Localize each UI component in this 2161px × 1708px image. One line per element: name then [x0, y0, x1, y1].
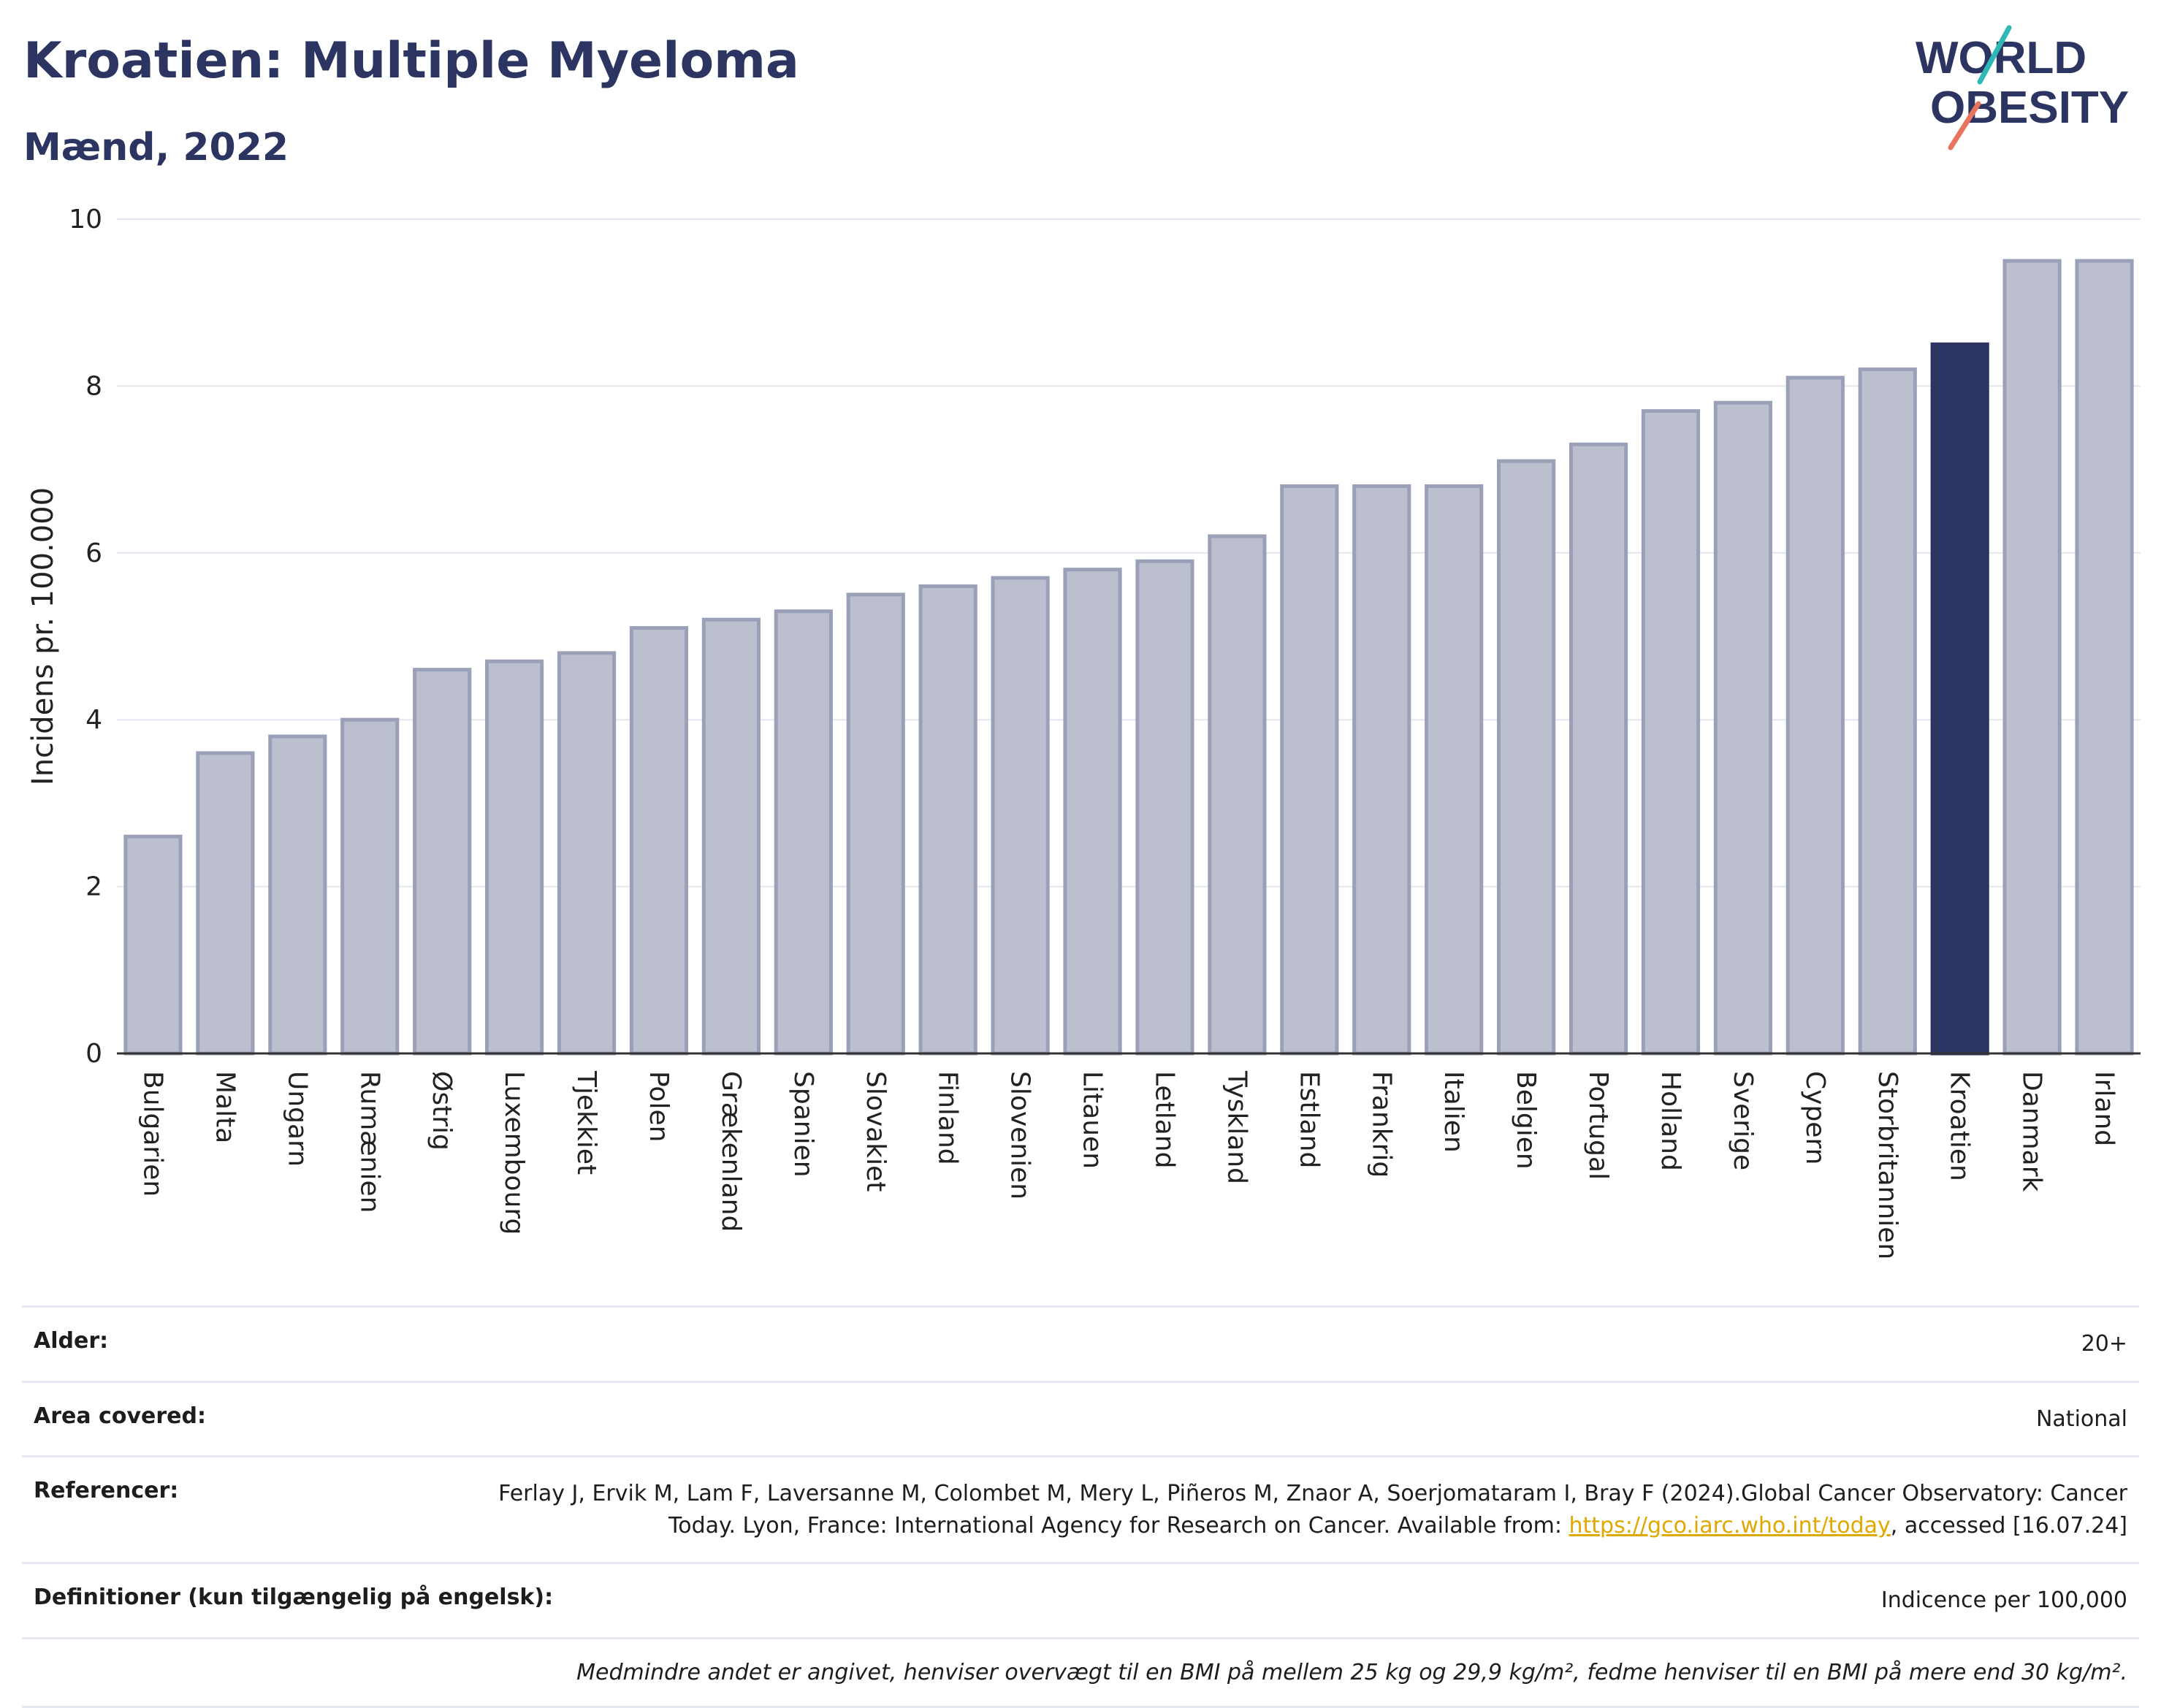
- y-tick-label: 0: [85, 1039, 102, 1069]
- y-axis-label: Incidens pr. 100.000: [26, 487, 60, 785]
- x-tick-label: Slovenien: [1005, 1071, 1035, 1200]
- meta-row-area: Area covered: National: [22, 1380, 2139, 1456]
- x-tick-label: Østrig: [427, 1071, 457, 1151]
- bar-luxembourg: [485, 659, 544, 1056]
- bar-tyskland: [1208, 534, 1267, 1056]
- chart-subtitle: Mænd, 2022: [23, 126, 289, 169]
- x-tick-label: Litauen: [1078, 1071, 1108, 1169]
- age-label: Alder:: [34, 1328, 109, 1354]
- x-tick-label: Portugal: [1583, 1071, 1613, 1180]
- bar-bulgarien: [123, 834, 183, 1056]
- bar-slovenien: [991, 576, 1050, 1056]
- area-label: Area covered:: [34, 1403, 206, 1429]
- bar-tjekkiet: [557, 651, 617, 1056]
- bar-grækenland: [701, 617, 761, 1056]
- definitions-label: Definitioner (kun tilgængelig på engelsk…: [34, 1585, 554, 1610]
- x-tick-label: Frankrig: [1366, 1071, 1396, 1178]
- bar-letland: [1135, 559, 1194, 1056]
- x-tick-label: Bulgarien: [137, 1071, 167, 1197]
- meta-row-note: Medmindre andet er angivet, henviser ove…: [22, 1636, 2139, 1708]
- meta-row-age: Alder: 20+: [22, 1305, 2139, 1381]
- x-tick-label: Finland: [933, 1071, 963, 1165]
- bar-italien: [1425, 484, 1484, 1056]
- bar-frankrig: [1352, 484, 1411, 1056]
- bar-storbritannien: [1858, 367, 1917, 1056]
- x-tick-label: Kroatien: [1945, 1071, 1975, 1181]
- bar-malta: [196, 751, 255, 1056]
- area-value: National: [2035, 1406, 2127, 1432]
- meta-row-references: Referencer: Ferlay J, Ervik M, Lam F, La…: [22, 1455, 2139, 1562]
- bar-irland: [2075, 259, 2134, 1056]
- references-link[interactable]: https://gco.iarc.who.int/today: [1569, 1512, 1891, 1539]
- x-tick-label: Irland: [2089, 1071, 2119, 1146]
- bar-polen: [629, 626, 689, 1056]
- definitions-value: Indicence per 100,000: [1880, 1587, 2127, 1613]
- x-tick-label: Luxembourg: [499, 1071, 529, 1235]
- x-tick-label: Cypern: [1800, 1071, 1830, 1164]
- bar-belgien: [1497, 459, 1556, 1056]
- bar-slovakiet: [846, 592, 905, 1056]
- x-tick-label: Belgien: [1511, 1071, 1541, 1170]
- references-label: Referencer:: [34, 1478, 179, 1503]
- references-text-2: , accessed [16.07.24]: [1890, 1512, 2127, 1539]
- x-tick-label: Holland: [1655, 1071, 1685, 1171]
- x-tick-label: Slovakiet: [861, 1071, 891, 1192]
- y-tick-label: 6: [85, 538, 102, 568]
- x-tick-label: Letland: [1149, 1071, 1179, 1168]
- bar-estland: [1280, 484, 1339, 1056]
- x-tick-label: Italien: [1438, 1071, 1468, 1153]
- x-tick-label: Danmark: [2017, 1071, 2047, 1192]
- x-tick-label: Malta: [210, 1071, 240, 1143]
- bar-spanien: [774, 609, 833, 1056]
- bar-holland: [1641, 409, 1701, 1056]
- x-tick-label: Estland: [1294, 1071, 1324, 1168]
- bar-østrig: [413, 668, 472, 1056]
- y-tick-label: 10: [69, 205, 102, 235]
- bar-finland: [918, 584, 977, 1056]
- x-tick-label: Spanien: [788, 1071, 818, 1178]
- references-value: Ferlay J, Ervik M, Lam F, Laversanne M, …: [447, 1478, 2127, 1541]
- bar-sverige: [1713, 400, 1772, 1056]
- bar-cypern: [1785, 375, 1845, 1056]
- chart-title: Kroatien: Multiple Myeloma: [23, 32, 799, 90]
- x-tick-label: Tjekkiet: [571, 1070, 601, 1175]
- bar-danmark: [2002, 259, 2062, 1056]
- logo-slash-red: [1948, 101, 1981, 150]
- x-tick-label: Storbritannien: [1872, 1071, 1902, 1259]
- references-text-1: Ferlay J, Ervik M, Lam F, Laversanne M, …: [498, 1481, 2127, 1539]
- bar-ungarn: [268, 734, 327, 1056]
- world-obesity-logo: WORLD OBESITY: [1916, 25, 2129, 150]
- age-value: 20+: [2081, 1331, 2127, 1357]
- x-tick-label: Grækenland: [716, 1071, 746, 1232]
- y-tick-label: 2: [85, 872, 102, 902]
- y-tick-label: 8: [85, 371, 102, 401]
- metadata-table: Alder: 20+ Area covered: National Refere…: [22, 1305, 2139, 1708]
- x-tick-label: Rumænien: [354, 1071, 384, 1213]
- bar-chart: 0 2 4 6 8 10 Incidens pr. 100.000 Bulgarien Malt…: [26, 205, 2141, 1259]
- bar-portugal: [1569, 442, 1628, 1056]
- bar-rumænien: [340, 717, 400, 1056]
- x-tick-label: Tyskland: [1221, 1070, 1251, 1184]
- logo-slash-teal: [1977, 25, 2012, 85]
- footnote: Medmindre andet er angivet, henviser ove…: [576, 1659, 2127, 1685]
- x-tick-label: Ungarn: [282, 1071, 312, 1167]
- bar-kroatien: [1930, 342, 1989, 1056]
- x-tick-label: Sverige: [1728, 1071, 1758, 1170]
- x-tick-label: Polen: [644, 1071, 674, 1142]
- y-tick-label: 4: [85, 705, 102, 735]
- bar-litauen: [1063, 568, 1122, 1056]
- meta-row-definitions: Definitioner (kun tilgængelig på engelsk…: [22, 1562, 2139, 1637]
